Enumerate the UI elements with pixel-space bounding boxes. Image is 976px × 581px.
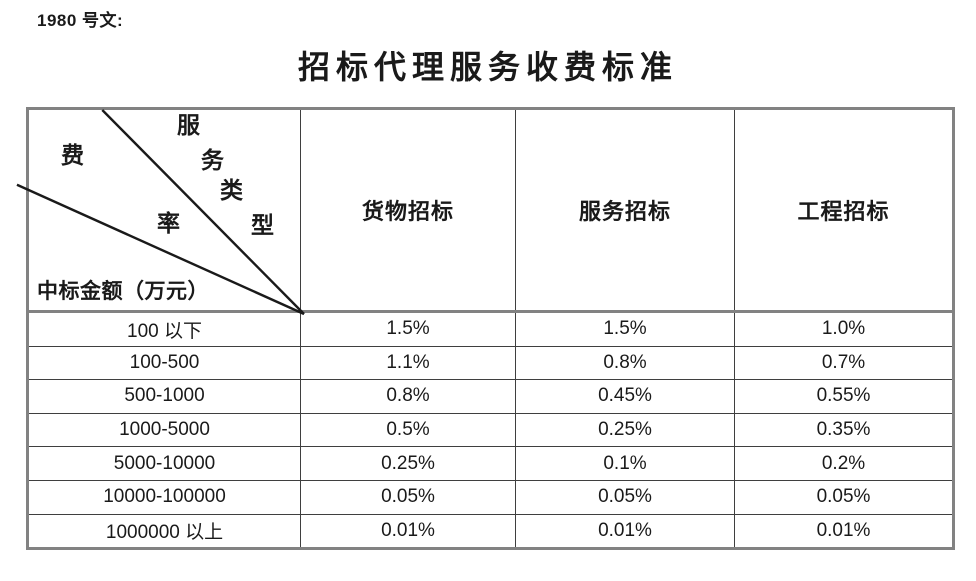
fee-value: 0.25% [515, 412, 735, 448]
fee-value: 0.01% [734, 513, 954, 550]
corner-service-type-char: 务 [201, 148, 224, 173]
table-row: 5000-10000 0.25% 0.1% 0.2% [27, 446, 954, 481]
fee-value: 0.05% [734, 479, 954, 515]
fee-value: 0.1% [515, 446, 735, 481]
row-label: 500-1000 [27, 379, 301, 414]
table-row: 100 以下 1.5% 1.5% 1.0% [27, 311, 954, 347]
row-label: 100 以下 [27, 311, 301, 347]
fee-value: 0.2% [734, 446, 954, 481]
row-label: 5000-10000 [27, 446, 301, 481]
fee-value: 0.5% [300, 412, 516, 448]
corner-service-type-char: 类 [220, 178, 243, 203]
row-label: 1000000 以上 [27, 513, 301, 550]
fee-value: 1.5% [300, 311, 516, 347]
fee-value: 0.01% [515, 513, 735, 550]
column-header-services: 服务招标 [515, 108, 735, 313]
table-row: 1000-5000 0.5% 0.25% 0.35% [27, 412, 954, 448]
corner-service-type-char: 服 [177, 113, 200, 138]
table-row: 500-1000 0.8% 0.45% 0.55% [27, 379, 954, 414]
page-title: 招标代理服务收费标准 [297, 49, 678, 85]
table-header-row: 服 务 类 型 费 率 中标金额（万元） 货物招标 服务招标 工程招标 [16, 108, 954, 316]
column-header-goods: 货物招标 [300, 108, 516, 313]
corner-amount-label: 中标金额（万元） [37, 279, 209, 303]
fee-value: 1.1% [300, 345, 516, 381]
doc-number: 1980 号文: [37, 11, 124, 30]
diagonal-lines-icon [16, 109, 305, 316]
fee-value: 0.7% [734, 345, 954, 381]
fee-value: 0.45% [515, 379, 735, 414]
row-label: 1000-5000 [27, 412, 301, 448]
fee-value: 1.0% [734, 311, 954, 347]
diagonal-header-cell: 服 务 类 型 费 率 中标金额（万元） [16, 108, 305, 316]
fee-value: 0.35% [734, 412, 954, 448]
corner-service-type-char: 型 [251, 213, 274, 238]
fee-value: 0.01% [300, 513, 516, 550]
fee-value: 0.25% [300, 446, 516, 481]
fee-table: 服 务 类 型 费 率 中标金额（万元） 货物招标 服务招标 工程招标 100 … [16, 107, 955, 551]
table-row: 100-500 1.1% 0.8% 0.7% [27, 345, 954, 381]
fee-value: 0.8% [515, 345, 735, 381]
fee-value: 0.8% [300, 379, 516, 414]
fee-value: 1.5% [515, 311, 735, 347]
row-label: 100-500 [27, 345, 301, 381]
fee-value: 0.05% [515, 479, 735, 515]
fee-value: 0.05% [300, 479, 516, 515]
row-label: 10000-100000 [27, 479, 301, 515]
fee-value: 0.55% [734, 379, 954, 414]
corner-fee-rate-char: 费 [61, 143, 84, 168]
corner-fee-rate-char: 率 [157, 211, 180, 236]
table-row: 1000000 以上 0.01% 0.01% 0.01% [27, 513, 954, 550]
table-row: 10000-100000 0.05% 0.05% 0.05% [27, 479, 954, 515]
column-header-engineering: 工程招标 [734, 108, 954, 313]
